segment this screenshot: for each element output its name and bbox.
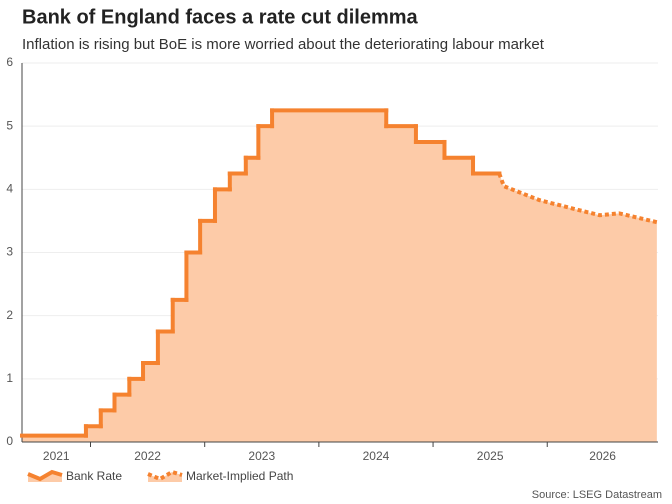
line xyxy=(497,172,658,225)
x-tick-label: 2023 xyxy=(248,449,275,463)
legend-label: Bank Rate xyxy=(66,469,122,483)
legend-area xyxy=(148,472,182,482)
y-tick-label: 3 xyxy=(6,245,13,259)
legend-label: Market-Implied Path xyxy=(186,469,293,483)
x-tick-label: 2022 xyxy=(134,449,161,463)
y-tick-label: 2 xyxy=(6,308,13,322)
chart-title: Bank of England faces a rate cut dilemma xyxy=(22,6,419,28)
x-tick-label: 2026 xyxy=(589,449,616,463)
x-tick-label: 2021 xyxy=(43,449,70,463)
source: Source: LSEG Datastream xyxy=(532,489,662,501)
y-tick-label: 1 xyxy=(6,371,13,385)
area xyxy=(22,110,657,442)
legend-line xyxy=(27,469,63,482)
chart-subtitle: Inflation is rising but BoE is more worr… xyxy=(22,36,545,53)
y-tick-label: 0 xyxy=(6,434,13,448)
y-tick-label: 6 xyxy=(6,55,13,69)
x-tick-label: 2024 xyxy=(363,449,390,463)
y-tick-label: 5 xyxy=(6,118,13,132)
x-tick-label: 2025 xyxy=(477,449,504,463)
y-tick-label: 4 xyxy=(6,182,13,196)
